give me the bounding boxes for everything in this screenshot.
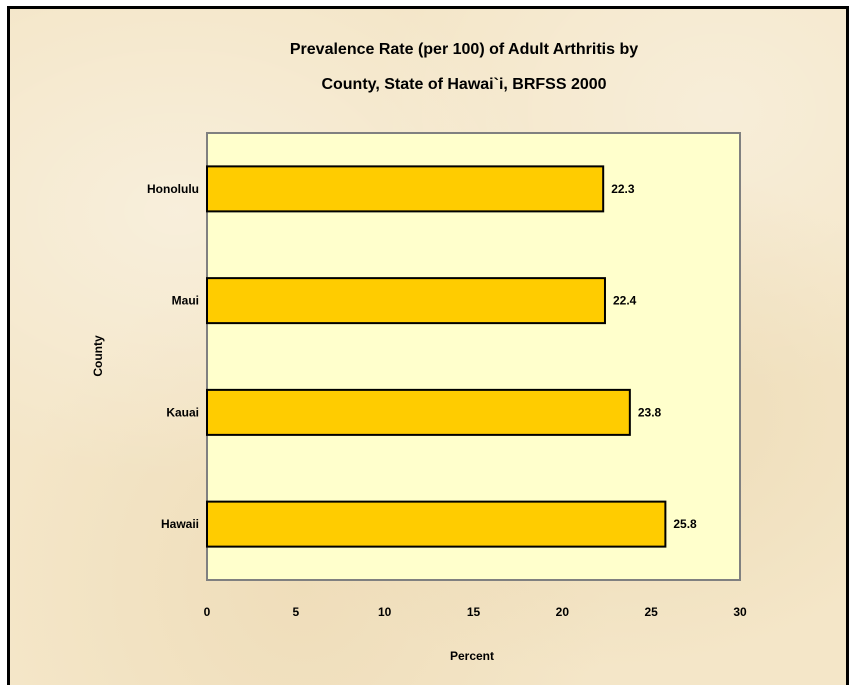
data-label-kauai: 23.8 xyxy=(638,405,662,419)
bar-kauai xyxy=(206,388,631,436)
y-axis-label: County xyxy=(91,335,105,377)
x-tick-label: 5 xyxy=(292,605,299,619)
x-tick-label: 20 xyxy=(556,605,570,619)
bar-honolulu xyxy=(206,165,605,213)
x-ticks-group: 0 5 10 15 20 25 30 xyxy=(204,605,747,619)
bars-group: Honolulu 22.3 Maui 22.4 Kauai 23.8 Hawaii 25.8 xyxy=(147,165,697,548)
x-tick-label: 30 xyxy=(733,605,747,619)
category-label-kauai: Kauai xyxy=(166,405,199,419)
x-axis-label: Percent xyxy=(450,649,494,663)
data-label-honolulu: 22.3 xyxy=(611,182,635,196)
chart-title-line-1: Prevalence Rate (per 100) of Adult Arthr… xyxy=(290,41,638,58)
data-label-hawaii: 25.8 xyxy=(673,517,697,531)
bar-hawaii xyxy=(206,500,667,548)
x-tick-label: 10 xyxy=(378,605,392,619)
category-label-maui: Maui xyxy=(172,294,199,308)
category-label-hawaii: Hawaii xyxy=(161,517,199,531)
chart-title-line-2: County, State of Hawai`i, BRFSS 2000 xyxy=(321,76,606,93)
bar-maui xyxy=(206,277,606,325)
category-label-honolulu: Honolulu xyxy=(147,182,199,196)
x-tick-label: 25 xyxy=(644,605,658,619)
x-tick-label: 0 xyxy=(204,605,211,619)
x-tick-label: 15 xyxy=(467,605,481,619)
data-label-maui: 22.4 xyxy=(613,294,637,308)
